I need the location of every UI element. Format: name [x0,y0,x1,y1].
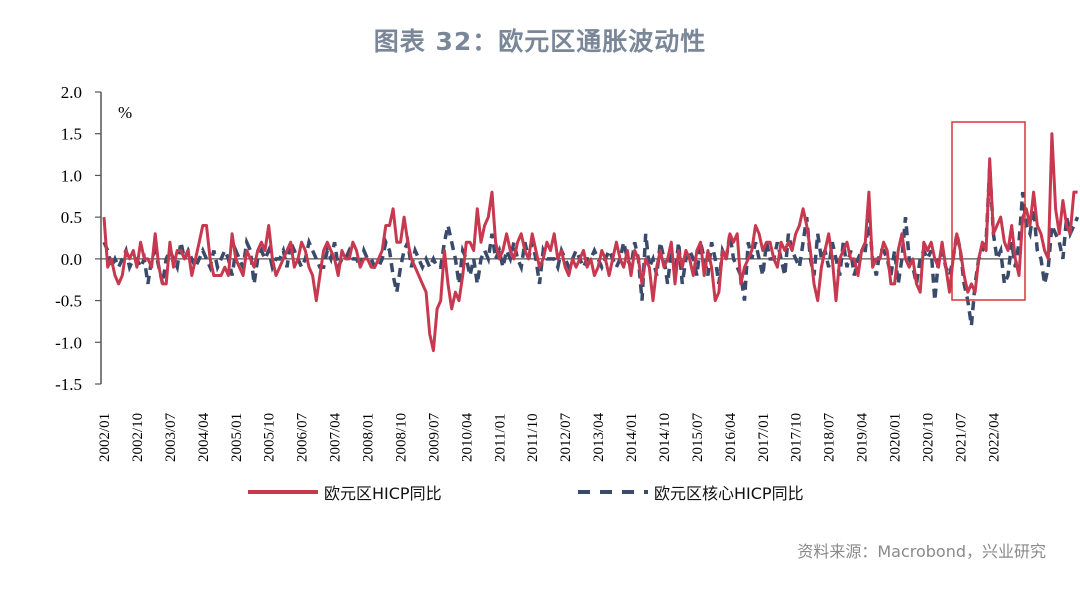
x-tick-label: 2005/01 [229,413,245,462]
x-tick-label: 2012/07 [558,412,574,462]
x-tick-label: 2015/07 [690,412,706,462]
legend-label: 欧元区核心HICP同比 [654,484,804,503]
y-tick-label: 1.0 [61,166,82,185]
x-tick-label: 2007/04 [328,412,344,462]
dashed-line-swatch-icon [578,490,648,494]
y-tick-label: 2.0 [61,83,82,102]
x-tick-label: 2019/04 [855,412,871,462]
x-tick-label: 2020/01 [888,413,904,462]
highlight-box [951,121,1026,301]
x-tick-label: 2008/10 [393,413,409,462]
x-tick-label: 2004/04 [196,412,212,462]
y-tick-label: 1.5 [61,125,82,144]
solid-line-swatch-icon [248,490,318,494]
y-tick-label: -1.0 [55,333,82,352]
legend-item-core-hicp: 欧元区核心HICP同比 [578,480,804,504]
x-tick-label: 2002/10 [130,413,146,462]
x-tick-label: 2003/07 [163,412,179,462]
legend: 欧元区HICP同比 欧元区核心HICP同比 [240,480,940,504]
x-tick-label: 2010/04 [459,412,475,462]
y-tick-label: -0.5 [55,292,82,311]
x-tick-label: 2020/10 [921,413,937,462]
x-tick-label: 2017/10 [789,413,805,462]
x-tick-label: 2014/10 [657,413,673,462]
x-tick-label: 2011/01 [492,413,508,462]
x-tick-label: 2008/01 [361,413,377,462]
x-tick-label: 2021/07 [953,412,969,462]
x-tick-label: 2013/04 [591,412,607,462]
y-unit-label: % [118,103,132,122]
x-tick-label: 2011/10 [525,413,541,462]
x-tick-label: 2018/07 [822,412,838,462]
legend-label: 欧元区HICP同比 [324,484,442,503]
x-tick-label: 2009/07 [426,412,442,462]
source-note: 资料来源：Macrobond，兴业研究 [797,542,1046,561]
x-tick-label: 2022/04 [986,412,1002,462]
y-tick-label: -1.5 [55,375,82,394]
x-tick-label: 2017/01 [756,413,772,462]
y-tick-label: 0.0 [61,250,82,269]
x-tick-label: 2014/01 [624,413,640,462]
y-tick-label: 0.5 [61,208,82,227]
x-tick-label: 2016/04 [723,412,739,462]
x-tick-label: 2002/01 [97,413,113,462]
y-axis: 2.0 1.5 1.0 0.5 0.0 -0.5 -1.0 -1.5 [55,83,102,394]
legend-item-hicp: 欧元区HICP同比 [248,480,442,504]
x-axis: 2002/01 2002/10 2003/07 2004/04 2005/01 2005/… [97,412,1002,462]
line-chart: 2.01.51.00.50.0-0.5-1.0-1.5 2002/01 2002/… [55,83,1080,462]
hicp-line [102,132,1078,353]
chart-title: 图表 32：欧元区通胀波动性 [373,27,707,56]
x-tick-label: 2005/10 [262,413,278,462]
x-tick-label: 2006/07 [295,412,311,462]
